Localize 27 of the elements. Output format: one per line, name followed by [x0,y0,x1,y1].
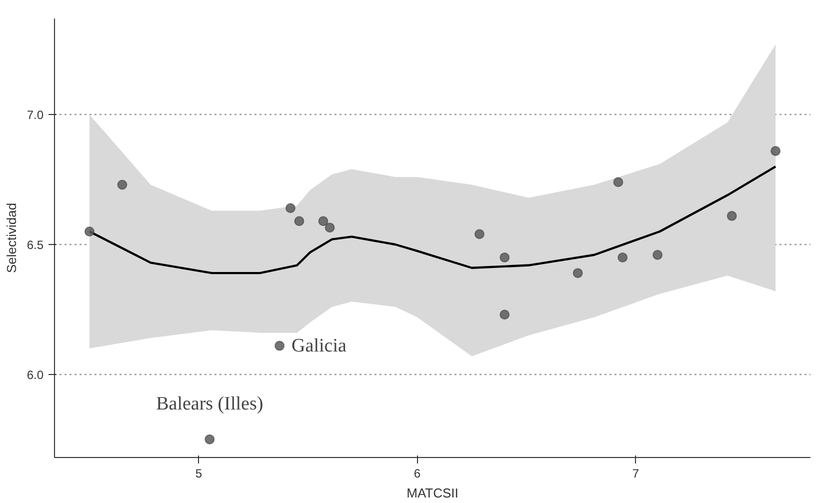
point [274,340,285,351]
point [572,268,583,278]
point [474,229,484,240]
x-tick-label: 6 [414,466,421,480]
point [204,434,215,444]
y-tick-label: 6.5 [26,238,44,252]
point [318,216,328,226]
x-axis-title: MATCSII [406,486,458,500]
x-tick-label: 5 [195,466,202,480]
point [652,250,663,260]
point [770,146,781,156]
point [285,203,296,214]
point [117,180,128,190]
annotation: Galicia [292,335,347,356]
point [613,177,624,188]
point [500,252,510,262]
point [500,310,510,320]
point [294,216,304,226]
y-tick-label: 7.0 [26,108,44,122]
point [324,222,335,233]
point [726,210,737,221]
x-tick-label: 7 [632,466,640,480]
point [84,226,94,236]
annotation: Balears (Illes) [156,393,264,414]
point [618,252,628,262]
y-tick-label: 6.0 [26,368,44,382]
y-axis-title: Selectividad [4,202,19,274]
